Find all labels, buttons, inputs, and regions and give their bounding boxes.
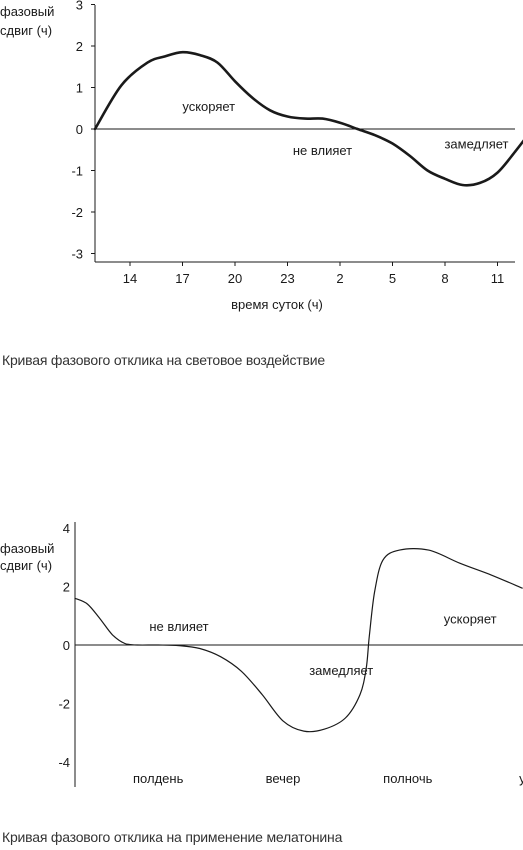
- chart1-xtick-label: 5: [389, 271, 396, 286]
- chart2-category-label: полдень: [133, 771, 184, 786]
- chart1-ytick-label: -1: [71, 164, 83, 179]
- chart1-ytick-label: -2: [71, 205, 83, 220]
- chart1-ytick-label: 3: [76, 0, 83, 13]
- chart1-xtick-label: 14: [123, 271, 137, 286]
- chart1-ylabel-line2: сдвиг (ч): [0, 23, 52, 38]
- melatonin-prc-chart: фазовый сдвиг (ч) 4 2 0 -2 -4 полдень вечер по…: [0, 521, 523, 787]
- chart2-ytick-label: 0: [63, 638, 70, 653]
- chart1-xtick-label: 11: [491, 271, 505, 286]
- chart1-xtick-label: 8: [441, 271, 448, 286]
- chart1-ytick-label: -3: [71, 247, 83, 262]
- chart2-ytick-label: -2: [58, 696, 70, 711]
- chart2-ytick-label: -4: [58, 755, 70, 770]
- chart1-annotation: замедляет: [444, 137, 508, 152]
- chart1-ytick-label: 2: [76, 39, 83, 54]
- light-prc-chart: фазовый сдвиг (ч) 3 2 1 0 -1 -2 -3 14 17 20 23 2 5 8…: [0, 0, 523, 312]
- chart2-series-line: [74, 548, 523, 733]
- chart1-ylabel-line1: фазовый: [0, 4, 54, 19]
- chart2-caption: Кривая фазового отклика на применение ме…: [2, 829, 343, 845]
- chart1-xlabel: время суток (ч): [231, 297, 323, 312]
- chart1-xtick-label: 17: [175, 271, 189, 286]
- chart2-annotation: замедляет: [309, 663, 373, 678]
- chart1-xtick-label: 2: [336, 271, 343, 286]
- chart2-ytick-label: 2: [63, 580, 70, 595]
- chart1-xtick-label: 23: [280, 271, 294, 286]
- chart2-annotation: не влияет: [149, 619, 208, 634]
- chart1-annotation: не влияет: [293, 143, 352, 158]
- chart1-xtick-label: 20: [228, 271, 242, 286]
- chart2-category-label: полночь: [383, 771, 432, 786]
- chart1-annotation: ускоряет: [182, 99, 235, 114]
- chart1-series-line: [93, 50, 523, 187]
- chart1-caption: Кривая фазового отклика на световое возд…: [2, 352, 325, 368]
- chart2-ylabel-line1: фазовый: [0, 541, 54, 556]
- chart2-ytick-label: 4: [63, 521, 70, 536]
- chart1-ytick-label: 1: [76, 81, 83, 96]
- chart2-ylabel-line2: сдвиг (ч): [0, 558, 52, 573]
- chart2-annotation: ускоряет: [444, 612, 497, 627]
- chart2-category-label: вечер: [266, 771, 301, 786]
- chart1-ytick-label: 0: [76, 122, 83, 137]
- chart2-category-label: утро: [519, 771, 523, 786]
